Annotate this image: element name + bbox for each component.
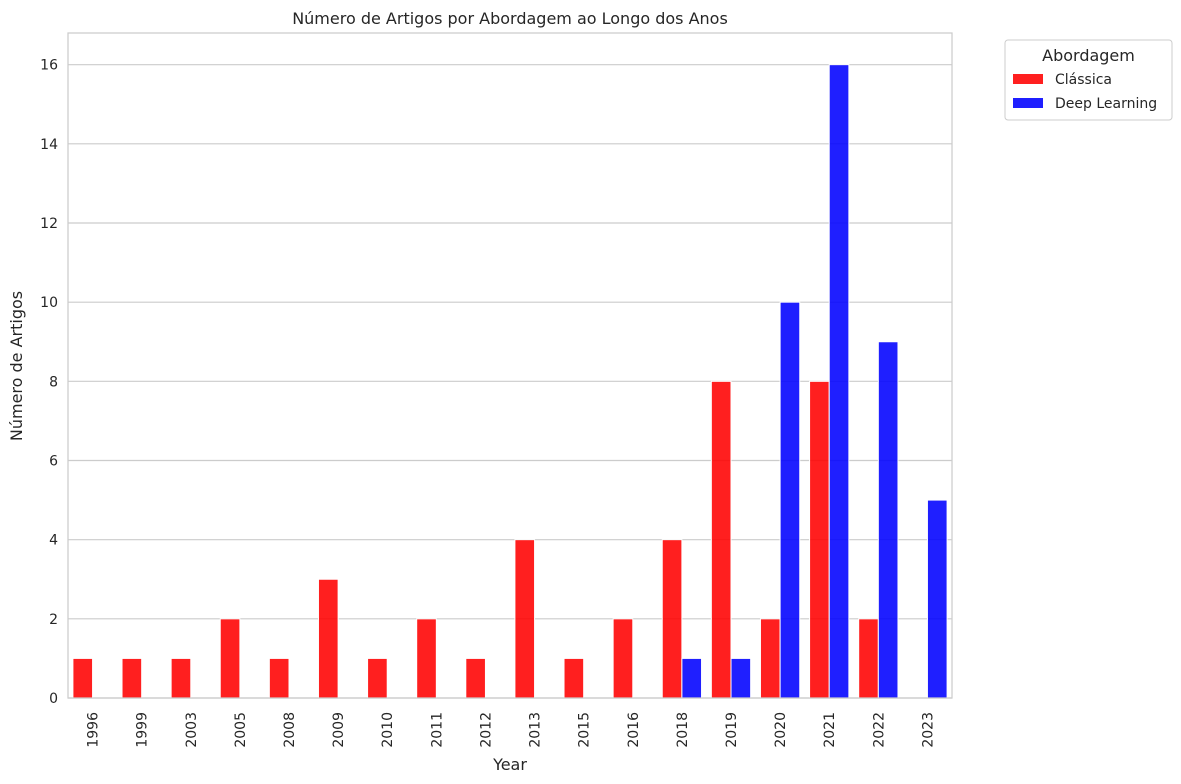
y-tick-label: 8 <box>49 374 58 390</box>
bar-classica-2015 <box>563 657 585 699</box>
bar-classica-2003 <box>170 657 192 699</box>
bar-classica-1996 <box>72 657 94 699</box>
legend-swatch <box>1013 98 1043 108</box>
gridlines <box>68 64 952 699</box>
x-tick-label: 2011 <box>429 712 445 748</box>
y-tick-label: 2 <box>49 612 58 628</box>
y-tick-label: 14 <box>40 137 58 153</box>
x-tick-label: 1996 <box>86 712 102 748</box>
bar-classica-2018 <box>661 539 683 699</box>
x-tick-label: 2009 <box>331 712 347 748</box>
y-tick-label: 6 <box>49 454 58 470</box>
x-tick-label: 2010 <box>380 712 396 748</box>
x-tick-label: 2013 <box>528 712 544 748</box>
y-tick-label: 12 <box>40 216 58 232</box>
x-tick-label: 2016 <box>626 712 642 748</box>
bar-deep-learning-2021 <box>828 64 850 699</box>
x-tick-label: 2019 <box>724 712 740 748</box>
x-tick-label: 2012 <box>478 712 494 748</box>
bar-classica-2012 <box>465 657 486 699</box>
y-tick-label: 4 <box>49 533 58 549</box>
legend-label: Deep Learning <box>1055 96 1157 112</box>
bar-deep-learning-2018 <box>681 657 703 699</box>
bar-classica-2021 <box>809 380 830 699</box>
legend-label: Clássica <box>1055 72 1112 88</box>
x-tick-label: 2005 <box>233 712 249 748</box>
legend-swatch <box>1013 74 1043 84</box>
bar-classica-2010 <box>367 657 388 699</box>
y-tick-label: 16 <box>40 58 58 74</box>
y-tick-label: 0 <box>49 691 58 707</box>
bar-classica-2016 <box>612 618 634 699</box>
plot-frame <box>67 32 953 699</box>
x-tick-label: 2008 <box>282 712 298 748</box>
chart-title: Número de Artigos por Abordagem ao Longo… <box>292 9 728 28</box>
legend: Abordagem Clássica Deep Learning <box>1004 39 1173 121</box>
x-axis-label: Year <box>492 755 527 774</box>
x-tick-label: 1999 <box>135 712 151 748</box>
y-tick-labels: 0 2 4 6 8 10 12 14 16 <box>40 58 58 707</box>
legend-box <box>1004 39 1173 121</box>
bar-classica-2011 <box>416 618 437 699</box>
bar-deep-learning-2023 <box>926 499 948 699</box>
x-tick-label: 2003 <box>184 712 200 748</box>
bar-classica-2008 <box>268 657 290 699</box>
bar-deep-learning-2020 <box>779 301 801 699</box>
y-tick-label: 10 <box>40 295 58 311</box>
x-tick-labels: 1996 1999 2003 2005 2008 2009 2010 2011 2012 2013… <box>86 712 937 748</box>
x-tick-label: 2018 <box>675 712 691 748</box>
bar-classica-2009 <box>317 578 339 699</box>
legend-items: Clássica Deep Learning <box>1013 72 1157 112</box>
bars <box>72 64 948 699</box>
bar-classica-2020 <box>759 618 781 699</box>
bar-deep-learning-2022 <box>877 341 899 699</box>
x-tick-label: 2023 <box>920 712 936 748</box>
legend-title: Abordagem <box>1042 46 1135 65</box>
bar-classica-1999 <box>121 657 143 699</box>
x-tick-label: 2020 <box>773 712 789 748</box>
x-tick-label: 2015 <box>577 712 593 748</box>
y-axis-label: Número de Artigos <box>7 291 26 441</box>
x-tick-label: 2022 <box>871 712 887 748</box>
bar-classica-2005 <box>219 618 241 699</box>
bar-classica-2022 <box>858 618 879 699</box>
bar-deep-learning-2019 <box>730 657 752 699</box>
x-tick-label: 2021 <box>822 712 838 748</box>
bar-classica-2013 <box>514 539 536 699</box>
bar-classica-2019 <box>710 380 732 699</box>
